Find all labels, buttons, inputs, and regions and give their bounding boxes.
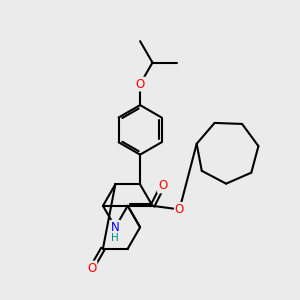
Text: O: O — [175, 203, 184, 216]
Text: O: O — [136, 78, 145, 91]
Text: H: H — [111, 233, 119, 243]
Text: O: O — [87, 262, 96, 275]
Text: N: N — [111, 221, 120, 234]
Text: O: O — [158, 179, 167, 192]
